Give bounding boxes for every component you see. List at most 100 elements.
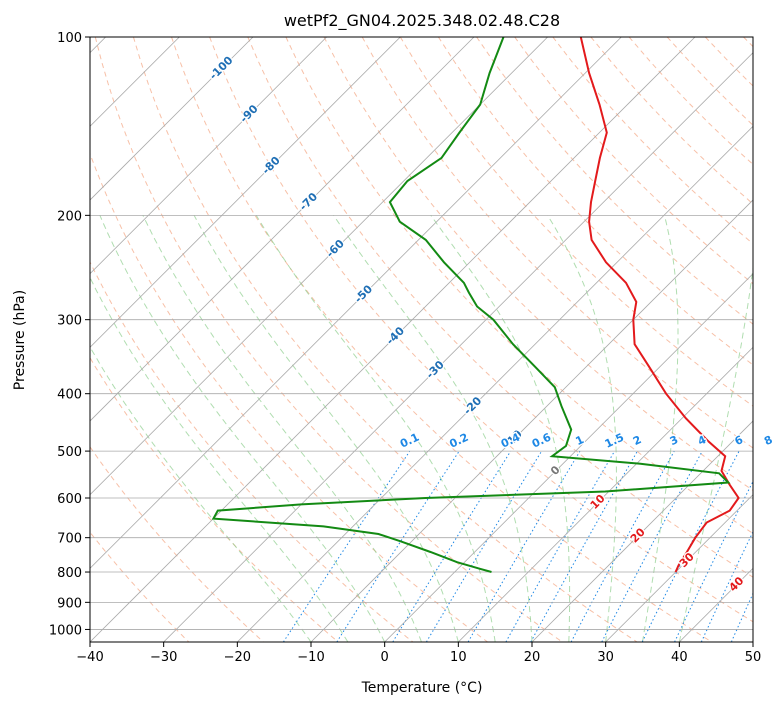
x-tick-label: 50 bbox=[745, 650, 762, 665]
dry-adiabat-line bbox=[247, 37, 753, 578]
x-tick-label: 20 bbox=[524, 650, 541, 665]
mixing-ratio-line bbox=[505, 450, 616, 642]
x-tick-label: −10 bbox=[297, 650, 324, 665]
moist-adiabat-line bbox=[90, 346, 312, 642]
isotherm-line bbox=[679, 567, 753, 642]
isotherm-line bbox=[752, 641, 753, 642]
mixing-ratio-label: 0.6 bbox=[530, 430, 553, 450]
isotherm-label: 30 bbox=[677, 550, 697, 570]
moist-adiabat-line bbox=[90, 276, 349, 642]
y-tick-label: 200 bbox=[57, 209, 82, 224]
mixing-ratio-label: 0.1 bbox=[398, 431, 421, 451]
isotherm-label: -70 bbox=[297, 190, 320, 213]
isotherm-line bbox=[237, 125, 753, 642]
chart-title: wetPf2_GN04.2025.348.02.48.C28 bbox=[284, 11, 560, 31]
dry-adiabat-line bbox=[361, 37, 753, 449]
dry-adiabat-line bbox=[94, 37, 563, 642]
isotherm-line bbox=[458, 346, 753, 642]
mixing-ratio-line bbox=[530, 450, 638, 642]
moist-adiabat-line bbox=[642, 215, 679, 642]
mixing-ratio-line bbox=[757, 451, 775, 642]
isotherm-line bbox=[163, 52, 753, 642]
isotherm-line bbox=[90, 37, 696, 642]
profile-series bbox=[211, 37, 740, 573]
isotherm-label: 0 bbox=[548, 463, 563, 478]
dry-adiabat-line bbox=[437, 37, 753, 366]
mixing-ratio-line bbox=[282, 450, 411, 642]
dry-adiabat-line bbox=[743, 37, 753, 48]
moist-adiabat-line bbox=[678, 264, 753, 642]
dry-adiabat-line bbox=[704, 37, 753, 87]
y-tick-label: 1000 bbox=[49, 623, 82, 638]
dry-adiabat-line bbox=[132, 37, 638, 642]
dry-adiabat-line bbox=[209, 37, 753, 623]
mixing-ratio-line bbox=[392, 450, 512, 642]
x-tick-label: −20 bbox=[224, 650, 251, 665]
y-tick-label: 100 bbox=[57, 31, 82, 46]
mixing-ratio-line bbox=[674, 480, 753, 642]
y-tick-label: 300 bbox=[57, 314, 82, 329]
isotherm-label: -20 bbox=[461, 394, 484, 417]
dewpoint-line bbox=[211, 37, 731, 573]
y-axis-label: Pressure (hPa) bbox=[12, 290, 28, 390]
moist-adiabat-line bbox=[193, 215, 459, 642]
mixing-ratio-label: 1.5 bbox=[603, 431, 626, 451]
mixing-ratio-line bbox=[336, 450, 460, 642]
moist-adiabat-line bbox=[99, 215, 386, 642]
x-tick-label: 10 bbox=[450, 650, 467, 665]
mixing-ratio-label: 0.2 bbox=[447, 431, 470, 451]
mixing-ratio-label: 1 bbox=[574, 433, 586, 448]
mixing-ratio-label: 6 bbox=[733, 433, 746, 448]
x-tick-label: 0 bbox=[381, 650, 389, 665]
isotherm-line bbox=[90, 37, 327, 275]
x-axis-label: Temperature (°C) bbox=[361, 680, 483, 696]
y-tick-label: 800 bbox=[57, 566, 82, 581]
isotherm-line bbox=[605, 494, 753, 642]
dry-adiabat-line bbox=[399, 37, 753, 407]
isotherm-label: -100 bbox=[207, 54, 236, 83]
mixing-ratio-line bbox=[570, 450, 675, 642]
dry-adiabat-line bbox=[90, 260, 414, 642]
x-tick-label: 30 bbox=[597, 650, 614, 665]
dry-adiabat-line bbox=[90, 356, 339, 642]
isotherm-label: -40 bbox=[384, 324, 407, 347]
isotherm-label: -50 bbox=[352, 282, 375, 305]
isotherm-label: -30 bbox=[424, 358, 447, 381]
isotherm-line bbox=[384, 273, 753, 642]
isotherm-line bbox=[90, 37, 401, 348]
isotherm-line bbox=[90, 37, 548, 496]
mixing-ratio-line bbox=[641, 450, 740, 642]
x-tick-label: −40 bbox=[76, 650, 103, 665]
y-tick-label: 600 bbox=[57, 492, 82, 507]
y-axis-ticks: 100 200 300 400 500 600 700 800 900 1000 bbox=[49, 31, 90, 638]
isotherm-line bbox=[90, 37, 475, 422]
moist-adiabat-line bbox=[142, 215, 422, 642]
mixing-ratio-label: 2 bbox=[631, 433, 643, 448]
temperature-line bbox=[579, 37, 740, 573]
dry-adiabat-line bbox=[323, 37, 753, 491]
dry-adiabat-line bbox=[666, 37, 753, 126]
isotherm-label: -60 bbox=[324, 237, 347, 260]
dry-adiabat-line bbox=[171, 37, 712, 642]
moist-adiabat-line bbox=[430, 215, 571, 642]
background-lines bbox=[90, 37, 775, 642]
isotherm-line bbox=[90, 37, 254, 201]
dry-adiabat-line bbox=[590, 37, 753, 205]
mixing-ratio-label: 8 bbox=[762, 433, 774, 448]
dry-adiabat-line bbox=[552, 37, 753, 245]
dry-adiabat-line bbox=[90, 152, 488, 642]
dry-adiabat-line bbox=[90, 446, 264, 642]
isotherm-label: -90 bbox=[237, 102, 260, 125]
moist-adiabat-line bbox=[547, 215, 617, 642]
isotherm-line bbox=[90, 37, 622, 569]
y-tick-label: 900 bbox=[57, 596, 82, 611]
isotherm-line bbox=[310, 199, 753, 642]
isotherm-label: 20 bbox=[628, 525, 648, 545]
x-tick-label: −30 bbox=[150, 650, 177, 665]
dry-adiabat-line bbox=[90, 531, 190, 642]
mixing-ratio-label: 3 bbox=[668, 433, 680, 448]
x-axis-ticks: −40 −30 −20 −10 0 10 20 30 40 50 bbox=[76, 642, 761, 665]
y-tick-label: 500 bbox=[57, 445, 82, 460]
y-tick-label: 700 bbox=[57, 532, 82, 547]
